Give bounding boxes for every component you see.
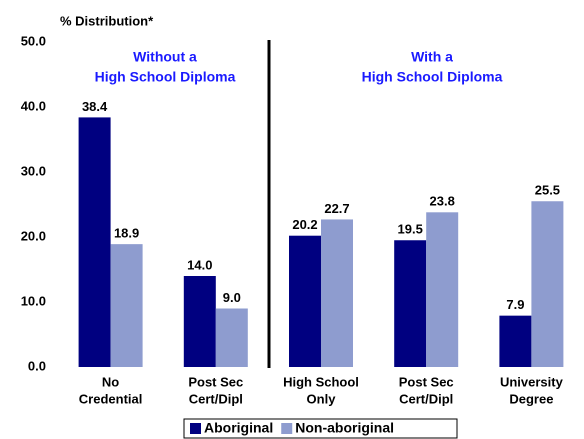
data-label: 7.9	[506, 297, 524, 312]
data-label: 14.0	[187, 257, 212, 272]
x-tick-label: University	[500, 374, 564, 389]
data-label: 25.5	[535, 183, 560, 198]
bar	[531, 201, 564, 367]
bar	[183, 276, 216, 367]
data-label: 19.5	[398, 222, 423, 237]
data-label: 20.2	[292, 217, 317, 232]
x-tick-label: Degree	[509, 391, 553, 406]
legend-swatch	[281, 423, 293, 434]
bar	[321, 219, 353, 367]
annotation: With a	[411, 49, 453, 65]
data-label: 18.9	[114, 226, 139, 241]
y-tick-label: 30.0	[21, 163, 46, 178]
bar	[426, 212, 459, 367]
bar	[289, 235, 321, 367]
y-tick-label: 0.0	[28, 358, 46, 373]
data-label: 22.7	[324, 201, 349, 216]
bar	[499, 315, 532, 367]
x-tick-label: High School	[283, 374, 359, 389]
legend-label: Aboriginal	[204, 420, 273, 436]
y-tick-label: 20.0	[21, 228, 46, 243]
legend-box	[183, 418, 458, 439]
x-tick-label: Credential	[79, 391, 143, 406]
bar	[110, 244, 143, 367]
x-tick-label: No	[102, 374, 119, 389]
x-tick-label: Cert/Dipl	[399, 391, 453, 406]
bar	[394, 240, 427, 367]
bar	[78, 117, 111, 368]
annotation: High School Diploma	[362, 69, 503, 85]
x-tick-label: Cert/Dipl	[189, 391, 243, 406]
annotation: Without a	[133, 49, 197, 65]
x-tick-label: Post Sec	[399, 374, 454, 389]
legend: Aboriginal Non-aboriginal	[183, 418, 458, 439]
chart-title: % Distribution*	[60, 13, 154, 28]
y-tick-label: 50.0	[21, 33, 46, 48]
y-tick-label: 40.0	[21, 98, 46, 113]
legend-swatch	[190, 423, 201, 434]
data-label: 23.8	[430, 194, 455, 209]
data-label: 38.4	[82, 99, 108, 114]
x-tick-label: Only	[307, 391, 337, 406]
data-label: 9.0	[223, 290, 241, 305]
x-tick-label: Post Sec	[188, 374, 243, 389]
legend-label: Non-aboriginal	[295, 420, 394, 436]
y-tick-label: 10.0	[21, 293, 46, 308]
bar	[215, 308, 248, 367]
annotation: High School Diploma	[95, 69, 236, 85]
